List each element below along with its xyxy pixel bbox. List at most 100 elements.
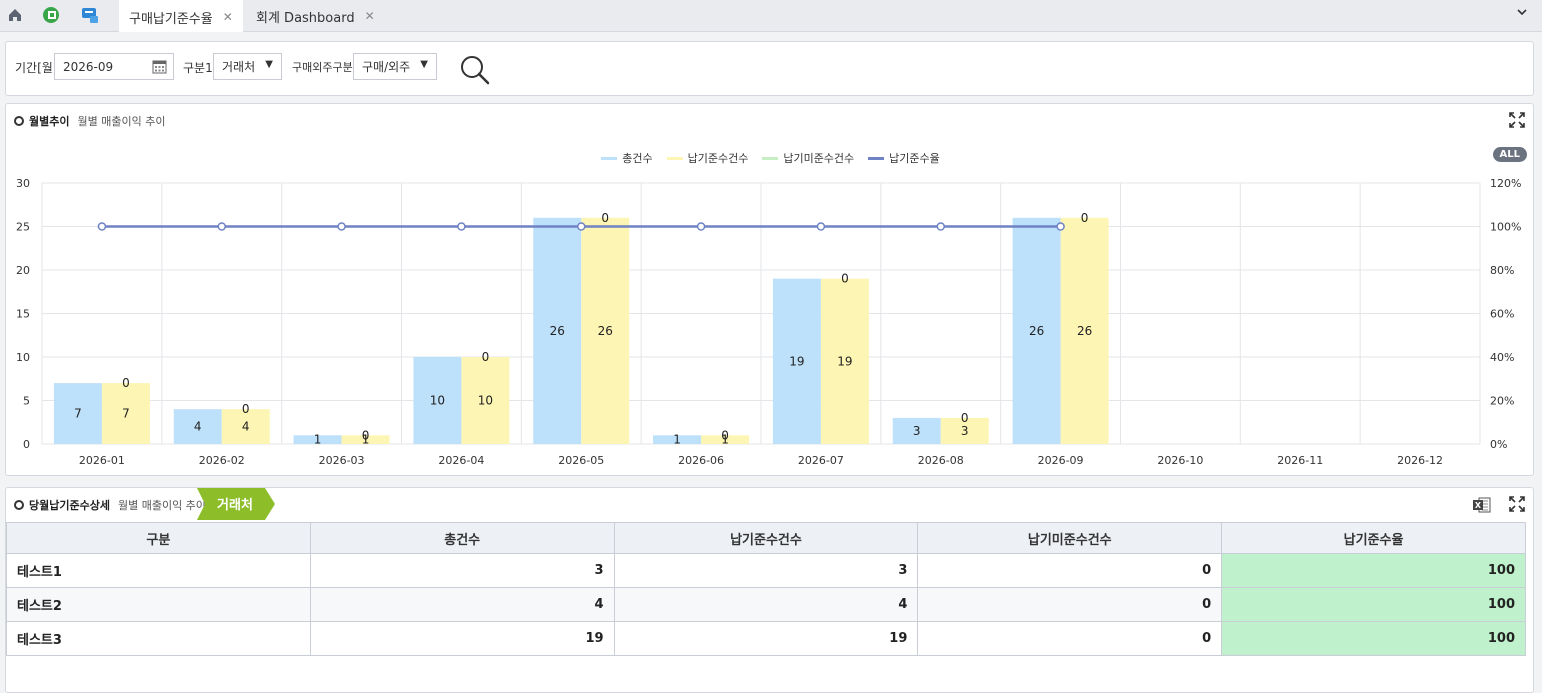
bar-on-time bbox=[1060, 217, 1109, 444]
bullet-icon bbox=[14, 500, 24, 510]
legend-item[interactable]: 납기준수건수 bbox=[666, 150, 748, 166]
bar-total-label: 26 bbox=[1029, 324, 1044, 338]
period-input[interactable]: 2026-09 bbox=[54, 53, 174, 80]
bar-late-label: 0 bbox=[601, 211, 609, 225]
x-tick-label: 2026-04 bbox=[438, 454, 484, 467]
tab-accounting-dashboard[interactable]: 회계 Dashboard ✕ bbox=[246, 0, 385, 32]
x-tick-label: 2026-03 bbox=[319, 454, 365, 467]
bar-on-time bbox=[940, 417, 989, 444]
bar-total bbox=[1012, 217, 1061, 444]
y-tick-label: 10 bbox=[16, 351, 30, 364]
detail-table: 구분 총건수 납기준수건수 납기미준수건수 납기준수율 테스트1 3 3 0 1… bbox=[6, 522, 1526, 656]
bar-on-time bbox=[101, 383, 150, 444]
all-button[interactable]: ALL bbox=[1492, 147, 1527, 162]
cell-late: 0 bbox=[917, 587, 1223, 622]
app-icon-green[interactable] bbox=[40, 4, 62, 26]
bar-on-time bbox=[701, 435, 750, 444]
chart-subtitle: 월별 매출이익 추이 bbox=[77, 115, 166, 128]
legend-swatch bbox=[762, 156, 779, 160]
tab-label: 회계 Dashboard bbox=[256, 10, 355, 26]
rate-point bbox=[696, 222, 706, 231]
bar-total bbox=[53, 383, 102, 444]
x-tick-label: 2026-07 bbox=[798, 454, 844, 467]
cell-rate: 100 bbox=[1221, 553, 1526, 588]
legend-swatch bbox=[601, 156, 618, 160]
y-tick-label: 30 bbox=[16, 177, 30, 190]
filter-panel: 기간[월] 2026-09 구분1 거래처 ▼ 구매외주구분 구매/외주 ▼ bbox=[5, 41, 1534, 96]
cell-name: 테스트2 bbox=[6, 587, 311, 622]
home-icon[interactable] bbox=[4, 4, 26, 26]
chevron-down-icon[interactable] bbox=[1516, 6, 1528, 21]
x-tick-label: 2026-01 bbox=[79, 454, 125, 467]
expand-icon[interactable] bbox=[1509, 496, 1525, 512]
bar-late-label: 0 bbox=[122, 376, 130, 390]
cell-on-time: 3 bbox=[613, 553, 919, 588]
purchase-select[interactable]: 구매/외주 ▼ bbox=[353, 53, 437, 80]
type-select[interactable]: 거래처 ▼ bbox=[213, 53, 282, 80]
bar-late-label: 0 bbox=[482, 350, 490, 364]
cell-total: 4 bbox=[309, 587, 615, 622]
chart-legend: 총건수 납기준수건수 납기미준수건수 납기준수율 bbox=[6, 150, 1535, 166]
column-header[interactable]: 납기미준수건수 bbox=[917, 522, 1223, 554]
rate-point bbox=[337, 222, 346, 231]
tag-chip[interactable]: 거래처 bbox=[197, 488, 275, 520]
caret-down-icon: ▼ bbox=[265, 59, 273, 70]
calendar-icon[interactable] bbox=[152, 59, 167, 77]
y2-tick-label: 60% bbox=[1490, 308, 1514, 321]
excel-icon[interactable]: X bbox=[1473, 497, 1491, 513]
legend-label: 납기미준수건수 bbox=[783, 152, 855, 165]
close-icon[interactable]: ✕ bbox=[222, 10, 233, 24]
bar-on-time-label: 19 bbox=[837, 354, 852, 368]
chart-title: 월별추이 bbox=[29, 115, 70, 128]
column-header[interactable]: 총건수 bbox=[309, 522, 615, 554]
rate-point bbox=[1056, 222, 1065, 231]
y2-tick-label: 0% bbox=[1490, 438, 1507, 451]
table-row[interactable]: 테스트1 3 3 0 100 bbox=[6, 553, 1526, 588]
y2-tick-label: 120% bbox=[1490, 177, 1521, 190]
bar-total-label: 1 bbox=[314, 433, 322, 447]
table-row[interactable]: 테스트2 4 4 0 100 bbox=[6, 587, 1526, 622]
period-label: 기간[월] bbox=[15, 61, 58, 75]
legend-item[interactable]: 납기미준수건수 bbox=[762, 150, 854, 166]
search-icon[interactable] bbox=[458, 53, 492, 87]
bar-on-time-label: 1 bbox=[362, 433, 370, 447]
bar-total-label: 3 bbox=[913, 424, 921, 438]
cell-on-time: 19 bbox=[613, 621, 919, 656]
tab-purchase-delivery[interactable]: 구매납기준수율 ✕ bbox=[119, 0, 243, 32]
legend-swatch bbox=[868, 156, 885, 160]
bar-total bbox=[772, 278, 821, 444]
x-tick-label: 2026-12 bbox=[1397, 454, 1443, 467]
bar-total-label: 26 bbox=[550, 324, 565, 338]
svg-text:X: X bbox=[1475, 501, 1482, 510]
rate-point bbox=[936, 222, 945, 231]
x-tick-label: 2026-06 bbox=[678, 454, 724, 467]
monthly-detail-panel: 당월납기준수상세 월별 매출이익 추이 거래처 X 구분 총건수 납기준수건수 … bbox=[5, 487, 1534, 693]
legend-item[interactable]: 납기준수율 bbox=[868, 150, 940, 166]
tab-label: 구매납기준수율 bbox=[129, 11, 213, 27]
rate-point bbox=[457, 222, 466, 231]
cell-rate: 100 bbox=[1221, 621, 1526, 656]
app-icon-blue[interactable] bbox=[79, 4, 101, 26]
expand-icon[interactable] bbox=[1509, 112, 1525, 128]
legend-item[interactable]: 총건수 bbox=[601, 150, 653, 166]
purchase-value: 구매/외주 bbox=[362, 60, 411, 74]
legend-label: 납기준수율 bbox=[889, 152, 940, 165]
y-tick-label: 5 bbox=[23, 395, 30, 408]
x-tick-label: 2026-02 bbox=[199, 454, 245, 467]
bar-late-label: 0 bbox=[1081, 211, 1089, 225]
bar-late-label: 0 bbox=[242, 402, 250, 416]
cell-rate: 100 bbox=[1221, 587, 1526, 622]
bar-on-time-label: 3 bbox=[961, 424, 969, 438]
close-icon[interactable]: ✕ bbox=[364, 9, 375, 23]
rate-point bbox=[217, 222, 226, 231]
y-tick-label: 15 bbox=[16, 308, 30, 321]
rate-point bbox=[97, 222, 107, 231]
column-header[interactable]: 납기준수율 bbox=[1221, 522, 1526, 554]
bar-on-time bbox=[461, 357, 510, 444]
bar-on-time-label: 4 bbox=[242, 420, 250, 434]
table-row[interactable]: 테스트3 19 19 0 100 bbox=[6, 621, 1526, 656]
x-tick-label: 2026-11 bbox=[1277, 454, 1323, 467]
column-header[interactable]: 구분 bbox=[6, 522, 311, 554]
tag-label: 거래처 bbox=[217, 497, 253, 513]
column-header[interactable]: 납기준수건수 bbox=[613, 522, 919, 554]
